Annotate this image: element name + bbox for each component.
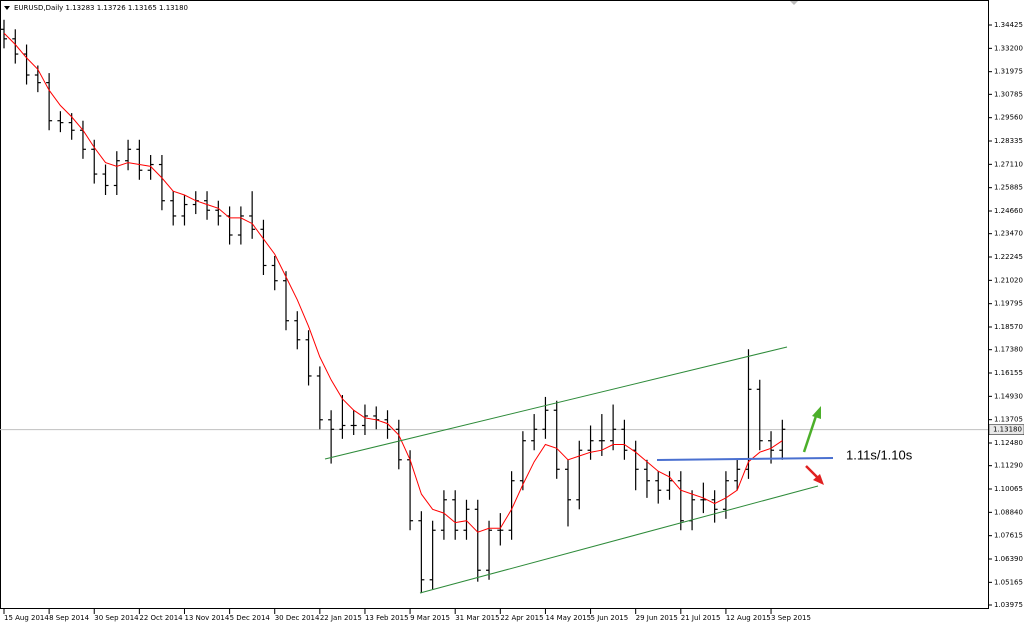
arrow-up [802,406,821,453]
y-tick-label: 1.22245 [994,253,1023,261]
channel-upper [324,346,788,460]
current-price-box [988,424,1024,435]
y-tick-label: 1.30785 [994,90,1023,98]
plot-frame [0,0,989,609]
y-tick-label: 1.28335 [994,137,1023,145]
y-tick-label: 1.11290 [994,462,1023,470]
x-tick-label: 13 Feb 2015 [365,614,409,622]
arrow-down [805,465,824,485]
y-tick-label: 1.10065 [994,485,1023,493]
y-tick-label: 1.31975 [994,68,1023,76]
marks [0,19,988,594]
x-tick-label: 5 Dec 2014 [230,614,271,622]
menu-triangle [4,6,10,10]
x-tick-label: 12 Aug 2015 [726,614,771,622]
y-tick-label: 1.19795 [994,300,1023,308]
x-tick-label: 31 Mar 2015 [455,614,499,622]
x-tick-label: 30 Sep 2014 [94,614,139,622]
shift-marker [790,1,798,5]
y-tick-label: 1.06390 [994,555,1023,563]
y-tick-label: 1.12480 [994,439,1023,447]
x-tick-label: 22 Jan 2015 [320,614,362,622]
y-tick-label: 1.27110 [994,160,1023,168]
y-tick-label: 1.18570 [994,323,1023,331]
x-tick-label: 30 Dec 2014 [275,614,320,622]
y-tick-label: 1.16155 [994,369,1023,377]
x-tick-label: 3 Sep 2015 [771,614,811,622]
y-tick-label: 1.23470 [994,230,1023,238]
x-tick-label: 22 Apr 2015 [500,614,543,622]
y-tick-label: 1.24660 [994,207,1023,215]
chart-title: EURUSD,Daily 1.13283 1.13726 1.13165 1.1… [14,4,188,12]
y-tick-label: 1.33200 [994,44,1023,52]
y-tick-label: 1.34425 [994,21,1023,29]
y-tick-label: 1.14930 [994,392,1023,400]
y-tick-label: 1.07615 [994,532,1023,540]
y-tick-label: 1.25885 [994,184,1023,192]
y-tick-label: 1.03975 [994,601,1023,609]
y-tick-label: 1.05165 [994,578,1023,586]
x-tick-label: 15 Aug 2014 [4,614,49,622]
x-tick-label: 13 Nov 2014 [184,614,229,622]
y-tick-label: 1.13705 [994,416,1023,424]
x-tick-label: 8 Sep 2014 [49,614,89,622]
x-tick-label: 14 May 2015 [545,614,591,622]
x-tick-label: 29 Jun 2015 [636,614,678,622]
support-line [656,457,834,461]
y-tick-label: 1.21020 [994,276,1023,284]
channel-lower [419,485,819,594]
current-price-label: 1.13180 [993,426,1022,434]
x-tick-label: 5 Jun 2015 [591,614,629,622]
x-tick-label: 22 Oct 2014 [139,614,183,622]
y-tick-label: 1.08840 [994,508,1023,516]
y-tick-label: 1.29560 [994,114,1023,122]
annotation: 1.11s/1.10s [846,447,913,462]
y-tick-label: 1.17380 [994,346,1023,354]
x-tick-label: 21 Jul 2015 [681,614,721,622]
moving-average [3,32,783,533]
x-tick-label: 9 Mar 2015 [410,614,450,622]
